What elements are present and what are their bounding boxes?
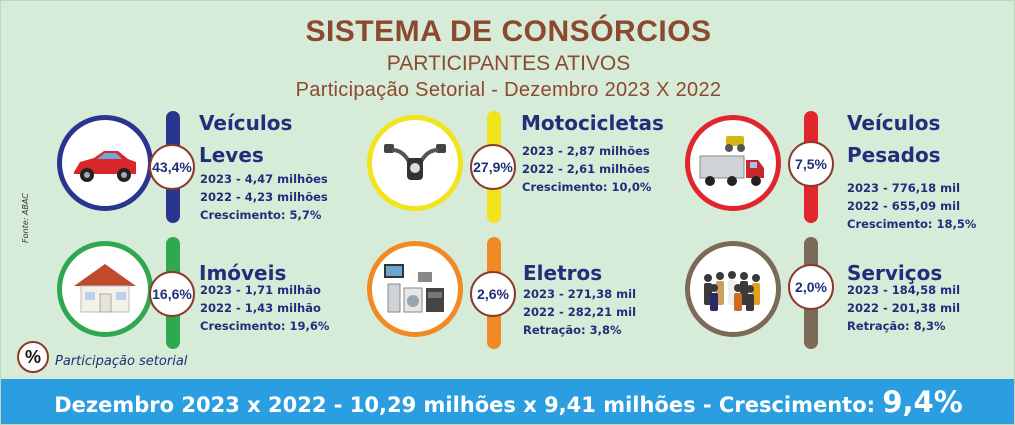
value-2023: 2023 - 271,38 mil [523, 287, 637, 301]
sector-title-line2: Pesados [847, 143, 941, 167]
share-badge: 16,6% [149, 271, 195, 317]
sector-icon-circle-veiculos-pesados [685, 115, 781, 211]
page-title: SISTEMA DE CONSÓRCIOS [305, 15, 712, 48]
change-label: Crescimento: 18,5% [847, 217, 977, 231]
house-icon [74, 264, 136, 313]
value-2023: 2023 - 2,87 milhões [522, 144, 650, 158]
sector-title: Eletros [523, 261, 603, 285]
change-label: Crescimento: 19,6% [200, 319, 330, 333]
value-2023: 2023 - 1,71 milhão [200, 283, 321, 297]
share-badge: 2,0% [788, 264, 834, 310]
sector-icon-circle-servicos [685, 241, 781, 337]
sector-title: Serviços [847, 261, 943, 285]
value-2022: 2022 - 1,43 milhão [200, 301, 321, 315]
value-2023: 2023 - 776,18 mil [847, 181, 961, 195]
legend-label: Participação setorial [55, 354, 188, 369]
share-badge: 2,6% [470, 271, 516, 317]
sector-icon-circle-imoveis [57, 241, 153, 337]
car-icon [74, 151, 136, 182]
period-label: Participação Setorial - Dezembro 2023 X … [295, 79, 722, 101]
share-badge: 27,9% [470, 144, 516, 190]
value-2022: 2022 - 282,21 mil [523, 305, 637, 319]
change-label: Retração: 8,3% [847, 319, 946, 333]
sector-title: Motocicletas [521, 111, 664, 135]
people-icon [704, 271, 760, 311]
sector-title: Veículos [199, 111, 293, 135]
value-2022: 2022 - 201,38 mil [847, 301, 961, 315]
summary-footer: Dezembro 2023 x 2022 - 10,29 milhões x 9… [1, 379, 1014, 424]
sector-title: Imóveis [199, 261, 287, 285]
value-2022: 2022 - 4,23 milhões [200, 190, 328, 204]
share-badge: 7,5% [788, 141, 834, 187]
truck-icon [699, 136, 764, 186]
share-badge: 43,4% [149, 144, 195, 190]
change-label: Retração: 3,8% [523, 323, 622, 337]
change-label: Crescimento: 10,0% [522, 180, 652, 194]
sector-title: Veículos [847, 111, 941, 135]
legend-percent-symbol: % [17, 341, 49, 373]
value-2022: 2022 - 2,61 milhões [522, 162, 650, 176]
change-label: Crescimento: 5,7% [200, 208, 322, 222]
value-2023: 2023 - 184,58 mil [847, 283, 961, 297]
summary-text: Dezembro 2023 x 2022 - 10,29 milhões x 9… [54, 393, 883, 417]
sector-icon-circle-motocicletas [367, 115, 463, 211]
appliances-icon [384, 264, 444, 313]
summary-growth: 9,4% [882, 385, 963, 419]
sector-icon-circle-eletros [367, 241, 463, 337]
sector-title-line2: Leves [199, 143, 264, 167]
value-2023: 2023 - 4,47 milhões [200, 172, 328, 186]
source-note: Fonte: ABAC [21, 193, 30, 243]
value-2022: 2022 - 655,09 mil [847, 199, 961, 213]
page-subtitle: PARTICIPANTES ATIVOS [386, 52, 631, 75]
motorcycle-icon [384, 144, 446, 180]
sector-icon-circle-veiculos-leves [57, 115, 153, 211]
